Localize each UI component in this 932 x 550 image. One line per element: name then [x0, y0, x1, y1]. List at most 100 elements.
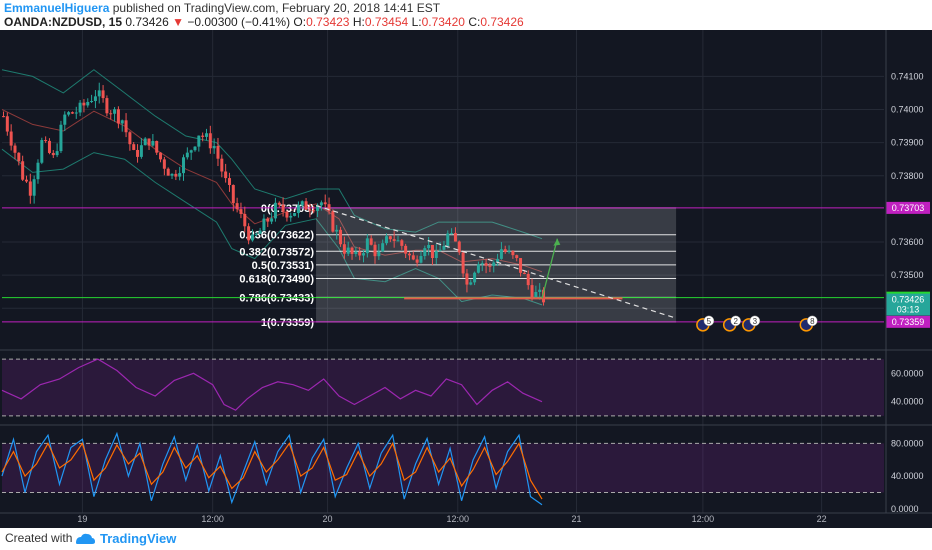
- stoch-y-tick-label: 0.0000: [891, 504, 919, 514]
- candle-body: [450, 233, 454, 235]
- candle-body: [262, 218, 266, 231]
- candle-body: [388, 236, 392, 240]
- price-axis-label: [886, 293, 930, 306]
- candle-body: [132, 144, 136, 150]
- candle-body: [174, 173, 178, 177]
- candle-body: [109, 113, 113, 115]
- candle-body: [24, 179, 28, 182]
- candle-body: [469, 282, 473, 285]
- candle-body: [515, 255, 519, 259]
- candle-body: [204, 133, 208, 137]
- candle-body: [159, 152, 163, 160]
- event-count-label: 5: [707, 317, 712, 326]
- candle-body: [289, 215, 293, 218]
- projection-arrow-line: [541, 238, 558, 299]
- candle-body: [189, 150, 193, 153]
- candle-body: [258, 230, 262, 234]
- tradingview-brand[interactable]: TradingView: [100, 531, 177, 546]
- candle-body: [116, 109, 120, 124]
- price-axis-label: [886, 201, 930, 214]
- candle-body: [385, 236, 388, 244]
- y-tick-label: 0.73800: [891, 171, 924, 181]
- price-axis-label-text: 0.73359: [892, 317, 925, 327]
- chart-header: EmmanuelHiguera published on TradingView…: [0, 0, 932, 30]
- x-tick-label: 12:00: [447, 514, 470, 524]
- last-price: 0.73426: [125, 15, 169, 29]
- candle-body: [216, 145, 220, 159]
- chart-canvas[interactable]: 19 12:00 20 12:00 21 12:00 22 0.74100 0.74000 0.7…: [0, 30, 932, 528]
- candle-body: [430, 244, 434, 259]
- candle-body: [101, 90, 105, 99]
- candle-body: [21, 161, 25, 180]
- candle-body: [128, 132, 132, 145]
- candle-body: [526, 273, 530, 286]
- candle-body: [224, 171, 228, 179]
- candle-body: [97, 90, 101, 97]
- low-value: 0.73420: [421, 15, 465, 29]
- close-value: 0.73426: [480, 15, 524, 29]
- author-link[interactable]: EmmanuelHiguera: [4, 1, 110, 15]
- candle-body: [47, 140, 51, 153]
- fibonacci-level-label: 0.5(0.73531): [252, 260, 315, 272]
- candle-body: [427, 244, 431, 249]
- price-axis-label: [886, 303, 930, 316]
- candle-body: [323, 202, 327, 205]
- candle-body: [90, 101, 94, 103]
- candle-body: [354, 251, 358, 254]
- candle-body: [488, 265, 492, 267]
- rsi-band-fill: [2, 359, 884, 416]
- rsi-line: [1, 358, 543, 411]
- candle-body: [300, 201, 304, 206]
- candle-body: [243, 213, 247, 227]
- candle-body: [105, 98, 109, 114]
- publish-line: EmmanuelHiguera published on TradingView…: [4, 1, 440, 15]
- candle-body: [63, 114, 67, 125]
- candle-body: [197, 135, 201, 147]
- event-count-label: 8: [810, 317, 815, 326]
- bollinger-lower-line: [1, 148, 543, 306]
- symbol-line: OANDA:NZDUSD, 15 0.73426 ▼ −0.00300 (−0.…: [4, 15, 524, 29]
- candle-body: [9, 131, 13, 146]
- candle-body: [270, 218, 274, 222]
- candle-body: [327, 204, 331, 212]
- candle-body: [59, 124, 63, 152]
- candle-body: [293, 213, 297, 216]
- candle-body: [308, 209, 312, 211]
- fibonacci-level-label: 1(0.73359): [261, 317, 315, 329]
- candle-body: [434, 251, 438, 259]
- candle-body: [70, 112, 74, 114]
- candle-body: [404, 245, 408, 254]
- candle-body: [473, 272, 477, 283]
- tradingview-logo-icon: [76, 533, 95, 544]
- candle-body: [143, 138, 147, 146]
- candle-body: [231, 185, 235, 204]
- candle-body: [32, 179, 36, 196]
- event-count-label: 2: [733, 317, 738, 326]
- candle-body: [74, 112, 78, 114]
- fibonacci-level-label: 0.382(0.73572): [239, 246, 314, 258]
- candle-body: [511, 251, 515, 256]
- candle-body: [28, 181, 32, 196]
- x-tick-label: 22: [817, 514, 827, 524]
- event-count-badge: [807, 315, 818, 327]
- candle-body: [178, 173, 182, 177]
- candle-body: [350, 247, 354, 254]
- created-with-text: Created with: [5, 531, 73, 545]
- candle-body: [415, 259, 419, 263]
- candle-body: [400, 240, 404, 246]
- candle-body: [396, 240, 400, 242]
- candle-body: [407, 253, 411, 256]
- candle-body: [93, 96, 97, 102]
- candle-body: [285, 211, 289, 218]
- x-tick-label: 21: [571, 514, 581, 524]
- y-tick-label: 0.74000: [891, 105, 924, 115]
- price-change: −0.00300 (−0.41%): [187, 15, 291, 29]
- candle-body: [44, 140, 48, 142]
- candle-body: [381, 243, 385, 252]
- symbol-label[interactable]: OANDA:NZDUSD, 15: [4, 15, 123, 29]
- candle-body: [170, 173, 174, 176]
- bollinger-basis-line: [1, 109, 543, 273]
- candle-body: [296, 205, 300, 214]
- candle-body: [266, 218, 270, 222]
- candle-body: [78, 102, 82, 113]
